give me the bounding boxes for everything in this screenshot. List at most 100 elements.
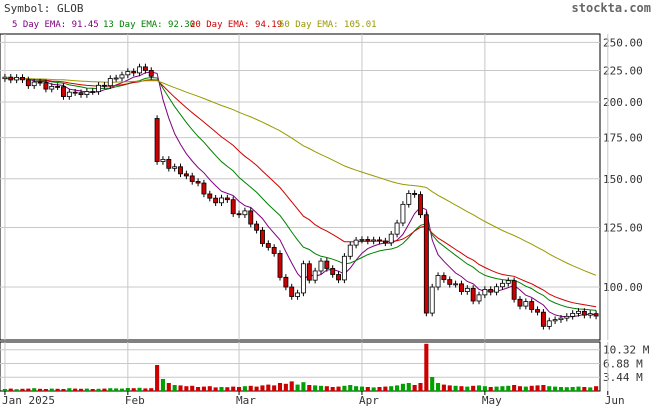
candle-body [172, 166, 178, 169]
ema-13-line [4, 76, 597, 311]
volume-bar [178, 385, 183, 391]
candle-body [429, 286, 435, 314]
volume-bar [482, 386, 487, 391]
symbol-label: Symbol: GLOB [4, 2, 84, 15]
volume-bar [125, 388, 130, 391]
candle-body [166, 158, 172, 169]
volume-bar [488, 387, 493, 391]
legend-ema-5: 5 Day EMA: 91.45 [12, 20, 99, 30]
candle [154, 115, 160, 165]
candle [78, 89, 84, 98]
candle-body [558, 317, 564, 321]
candle [183, 170, 189, 180]
candle [423, 211, 429, 317]
candle [312, 267, 318, 284]
volume-bar [435, 383, 441, 391]
candle [265, 240, 271, 251]
volume-bar [78, 388, 84, 391]
candle-body [101, 84, 107, 87]
candle [96, 82, 102, 95]
volume-bar [172, 385, 177, 391]
candle [119, 71, 125, 82]
candle [43, 79, 49, 93]
volume-bar [149, 388, 154, 391]
candle-body [183, 173, 189, 177]
volume-bar [155, 365, 160, 391]
candle-body [142, 66, 148, 71]
candle [101, 82, 107, 89]
candle-body [535, 309, 540, 313]
volume-bar [219, 387, 224, 391]
candle [189, 172, 195, 185]
price-tick-label: 100.00 [603, 281, 643, 294]
candle-body [564, 315, 570, 319]
candle-body [423, 214, 429, 314]
volume-bar [564, 387, 569, 391]
volume-bar [354, 386, 359, 391]
volume-bar [96, 388, 101, 391]
volume-bar [248, 385, 253, 391]
candle-body [125, 71, 131, 76]
candle [295, 289, 301, 300]
candle [242, 207, 248, 218]
candle-body [406, 193, 412, 205]
volume-bar [201, 386, 206, 391]
candle [453, 280, 459, 288]
candle [55, 83, 61, 90]
candle [581, 308, 587, 319]
volume-bar [365, 387, 370, 391]
candle-body [482, 289, 488, 296]
candle-body [61, 86, 66, 97]
volume-bar [465, 386, 470, 391]
candle [482, 286, 488, 299]
volume-bar [225, 387, 230, 391]
candle-body [418, 194, 423, 216]
candle [172, 163, 178, 172]
volume-bar [49, 388, 54, 391]
volume-bar [395, 385, 400, 391]
candle-body [66, 91, 72, 97]
candle-body [359, 239, 365, 241]
price-tick-label: 250.00 [603, 36, 643, 49]
candle-body [90, 91, 96, 93]
volume-bar [324, 386, 329, 391]
candle [476, 291, 482, 305]
candle-body [119, 74, 125, 79]
candle-body [248, 210, 254, 225]
site-watermark: stockta.com [572, 1, 651, 15]
volume-bar [67, 388, 72, 391]
candle [49, 83, 55, 93]
candle [359, 236, 365, 244]
candle [61, 83, 66, 100]
volume-bar [582, 387, 587, 391]
candle [142, 63, 148, 74]
volume-bar [541, 385, 546, 391]
candle [166, 156, 172, 172]
candle-body [8, 76, 14, 81]
candle-body [236, 213, 242, 216]
volume-bar [313, 385, 318, 391]
candle-body [341, 255, 347, 281]
volume-bar [517, 386, 523, 391]
candle [412, 190, 418, 198]
candle [535, 306, 540, 316]
volume-tick-label: 6.88 M [603, 357, 643, 370]
candle [576, 308, 581, 317]
volume-bar [61, 389, 66, 391]
candle-body [230, 199, 236, 215]
candle [236, 210, 242, 218]
candle [178, 163, 183, 178]
volume-bar [406, 383, 411, 391]
volume-bar [143, 388, 148, 391]
candle [318, 257, 324, 275]
candle [230, 196, 236, 217]
candle [306, 260, 312, 284]
candle [131, 68, 137, 77]
month-label: Jan 2025 [2, 394, 55, 406]
volume-bar [535, 385, 540, 391]
candle-body [552, 319, 558, 322]
candle-body [131, 71, 137, 74]
candle-body [511, 280, 517, 300]
volume-bar [500, 386, 505, 391]
candle-body [371, 239, 377, 242]
